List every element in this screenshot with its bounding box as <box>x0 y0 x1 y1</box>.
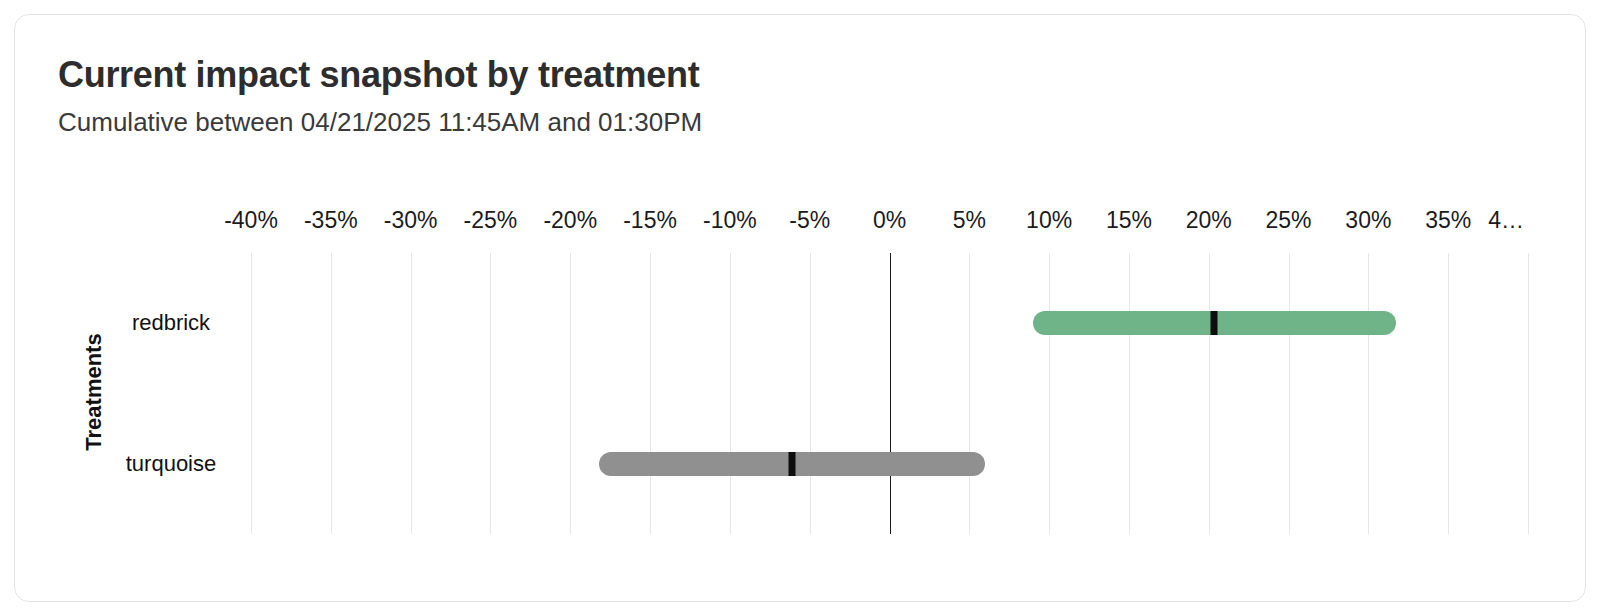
estimate-marker-turquoise <box>789 452 796 476</box>
x-axis-tick-label: -30% <box>384 205 438 235</box>
x-axis-tick-label: 15% <box>1106 205 1152 235</box>
gridline <box>251 253 252 534</box>
category-label-redbrick: redbrick <box>101 310 241 336</box>
gridline <box>1528 253 1529 534</box>
category-label-turquoise: turquoise <box>101 451 241 477</box>
x-axis-tick-label: 35% <box>1425 205 1471 235</box>
estimate-marker-redbrick <box>1210 311 1217 335</box>
x-axis-tick-label: -15% <box>623 205 677 235</box>
gridline <box>490 253 491 534</box>
gridline <box>1368 253 1369 534</box>
x-axis-tick-label: 5% <box>953 205 986 235</box>
gridline <box>1049 253 1050 534</box>
x-axis-tick-label: 0% <box>873 205 906 235</box>
zero-gridline <box>890 253 892 534</box>
category-labels: redbrick turquoise <box>101 253 241 534</box>
x-axis-tick-label: -25% <box>464 205 518 235</box>
impact-snapshot-card: Current impact snapshot by treatment Cum… <box>14 14 1586 602</box>
gridline <box>650 253 651 534</box>
gridline <box>411 253 412 534</box>
x-axis-labels: -40%-35%-30%-25%-20%-15%-10%-5%0%5%10%15… <box>251 205 1528 235</box>
gridline <box>1448 253 1449 534</box>
gridline <box>730 253 731 534</box>
gridline <box>969 253 970 534</box>
gridline <box>1289 253 1290 534</box>
x-axis-tick-label: -5% <box>789 205 830 235</box>
x-axis-tick-label: 25% <box>1266 205 1312 235</box>
plot-area <box>251 253 1528 534</box>
impact-range-chart: Treatments redbrickturquoise -40%-35%-30… <box>15 15 1585 601</box>
gridline <box>1129 253 1130 534</box>
x-axis-tick-label: 10% <box>1026 205 1072 235</box>
gridline <box>1209 253 1210 534</box>
x-axis-tick-label: 30% <box>1345 205 1391 235</box>
x-axis-tick-label: 4… <box>1488 205 1524 235</box>
gridline <box>331 253 332 534</box>
x-axis-tick-label: -35% <box>304 205 358 235</box>
x-axis-tick-label: -40% <box>224 205 278 235</box>
x-axis-tick-label: -20% <box>543 205 597 235</box>
gridline <box>810 253 811 534</box>
gridline <box>570 253 571 534</box>
x-axis-tick-label: -10% <box>703 205 757 235</box>
x-axis-tick-label: 20% <box>1186 205 1232 235</box>
